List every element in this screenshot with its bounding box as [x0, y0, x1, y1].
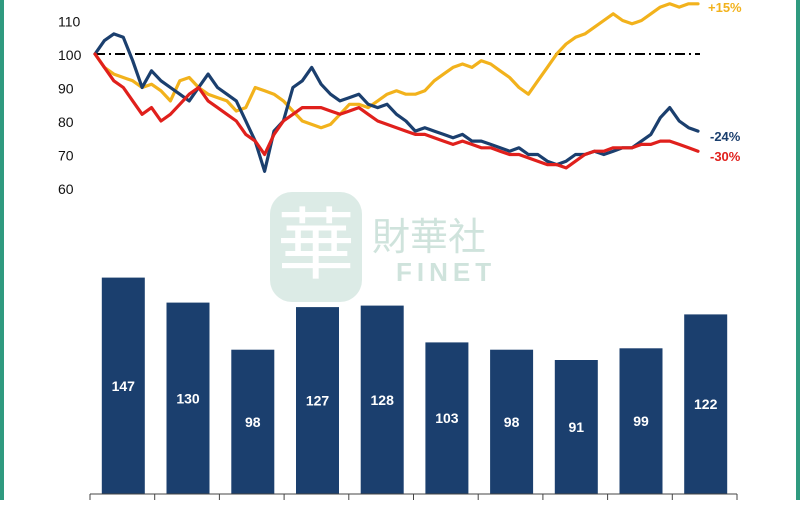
bar-x-axis	[89, 493, 738, 500]
watermark-chinese: 財華社	[372, 217, 486, 259]
bar	[101, 277, 145, 494]
bar-value-label: 98	[245, 414, 261, 430]
y-tick-label: 70	[58, 148, 74, 164]
series-line-gold	[93, 2, 700, 130]
bar-value-label: 127	[306, 393, 330, 409]
series-lines	[93, 2, 700, 173]
bar-value-labels: 147 130 98 127 128 103 98 91 99 122	[112, 378, 718, 435]
y-tick-label: 60	[58, 181, 74, 197]
series-end-labels: +15% -24% -30%	[708, 0, 742, 164]
frame-edge-left	[0, 0, 4, 500]
bar-value-label: 147	[112, 378, 136, 394]
frame-edge-right	[796, 0, 800, 500]
bar-value-label: 122	[694, 396, 718, 412]
line-chart: 110 100 90 80 70 60 +15% -24% -30%	[58, 0, 742, 197]
y-tick-label: 100	[58, 47, 82, 63]
bar	[425, 342, 469, 494]
y-tick-label: 80	[58, 114, 74, 130]
bar	[684, 314, 728, 494]
bar	[231, 349, 275, 494]
bar-value-label: 128	[371, 392, 395, 408]
bar	[619, 348, 663, 494]
watermark-latin: FINET	[396, 257, 496, 287]
bar-value-label: 130	[176, 390, 200, 406]
y-axis-ticks: 110 100 90 80 70 60	[58, 14, 82, 198]
bar	[360, 305, 404, 494]
series-end-label-gold: +15%	[708, 0, 742, 15]
watermark-badge	[270, 192, 362, 302]
bar	[296, 307, 339, 494]
y-tick-label: 110	[58, 14, 81, 30]
watermark-glyph: 華	[277, 201, 355, 289]
bar	[490, 349, 534, 494]
finet-watermark: 華 財華社 FINET	[270, 192, 496, 302]
bar-value-label: 98	[504, 414, 520, 430]
bar	[554, 360, 598, 494]
bar-value-label: 103	[435, 410, 459, 426]
series-end-label-red: -30%	[710, 149, 741, 164]
y-tick-label: 90	[58, 81, 74, 97]
bar	[166, 302, 210, 494]
bar-value-label: 91	[569, 419, 585, 435]
bars	[101, 277, 728, 494]
series-line-red	[93, 52, 700, 170]
series-end-label-navy: -24%	[710, 129, 741, 144]
bar-chart: 147 130 98 127 128 103 98 91 99 122	[89, 277, 738, 500]
bar-value-label: 99	[633, 413, 649, 429]
